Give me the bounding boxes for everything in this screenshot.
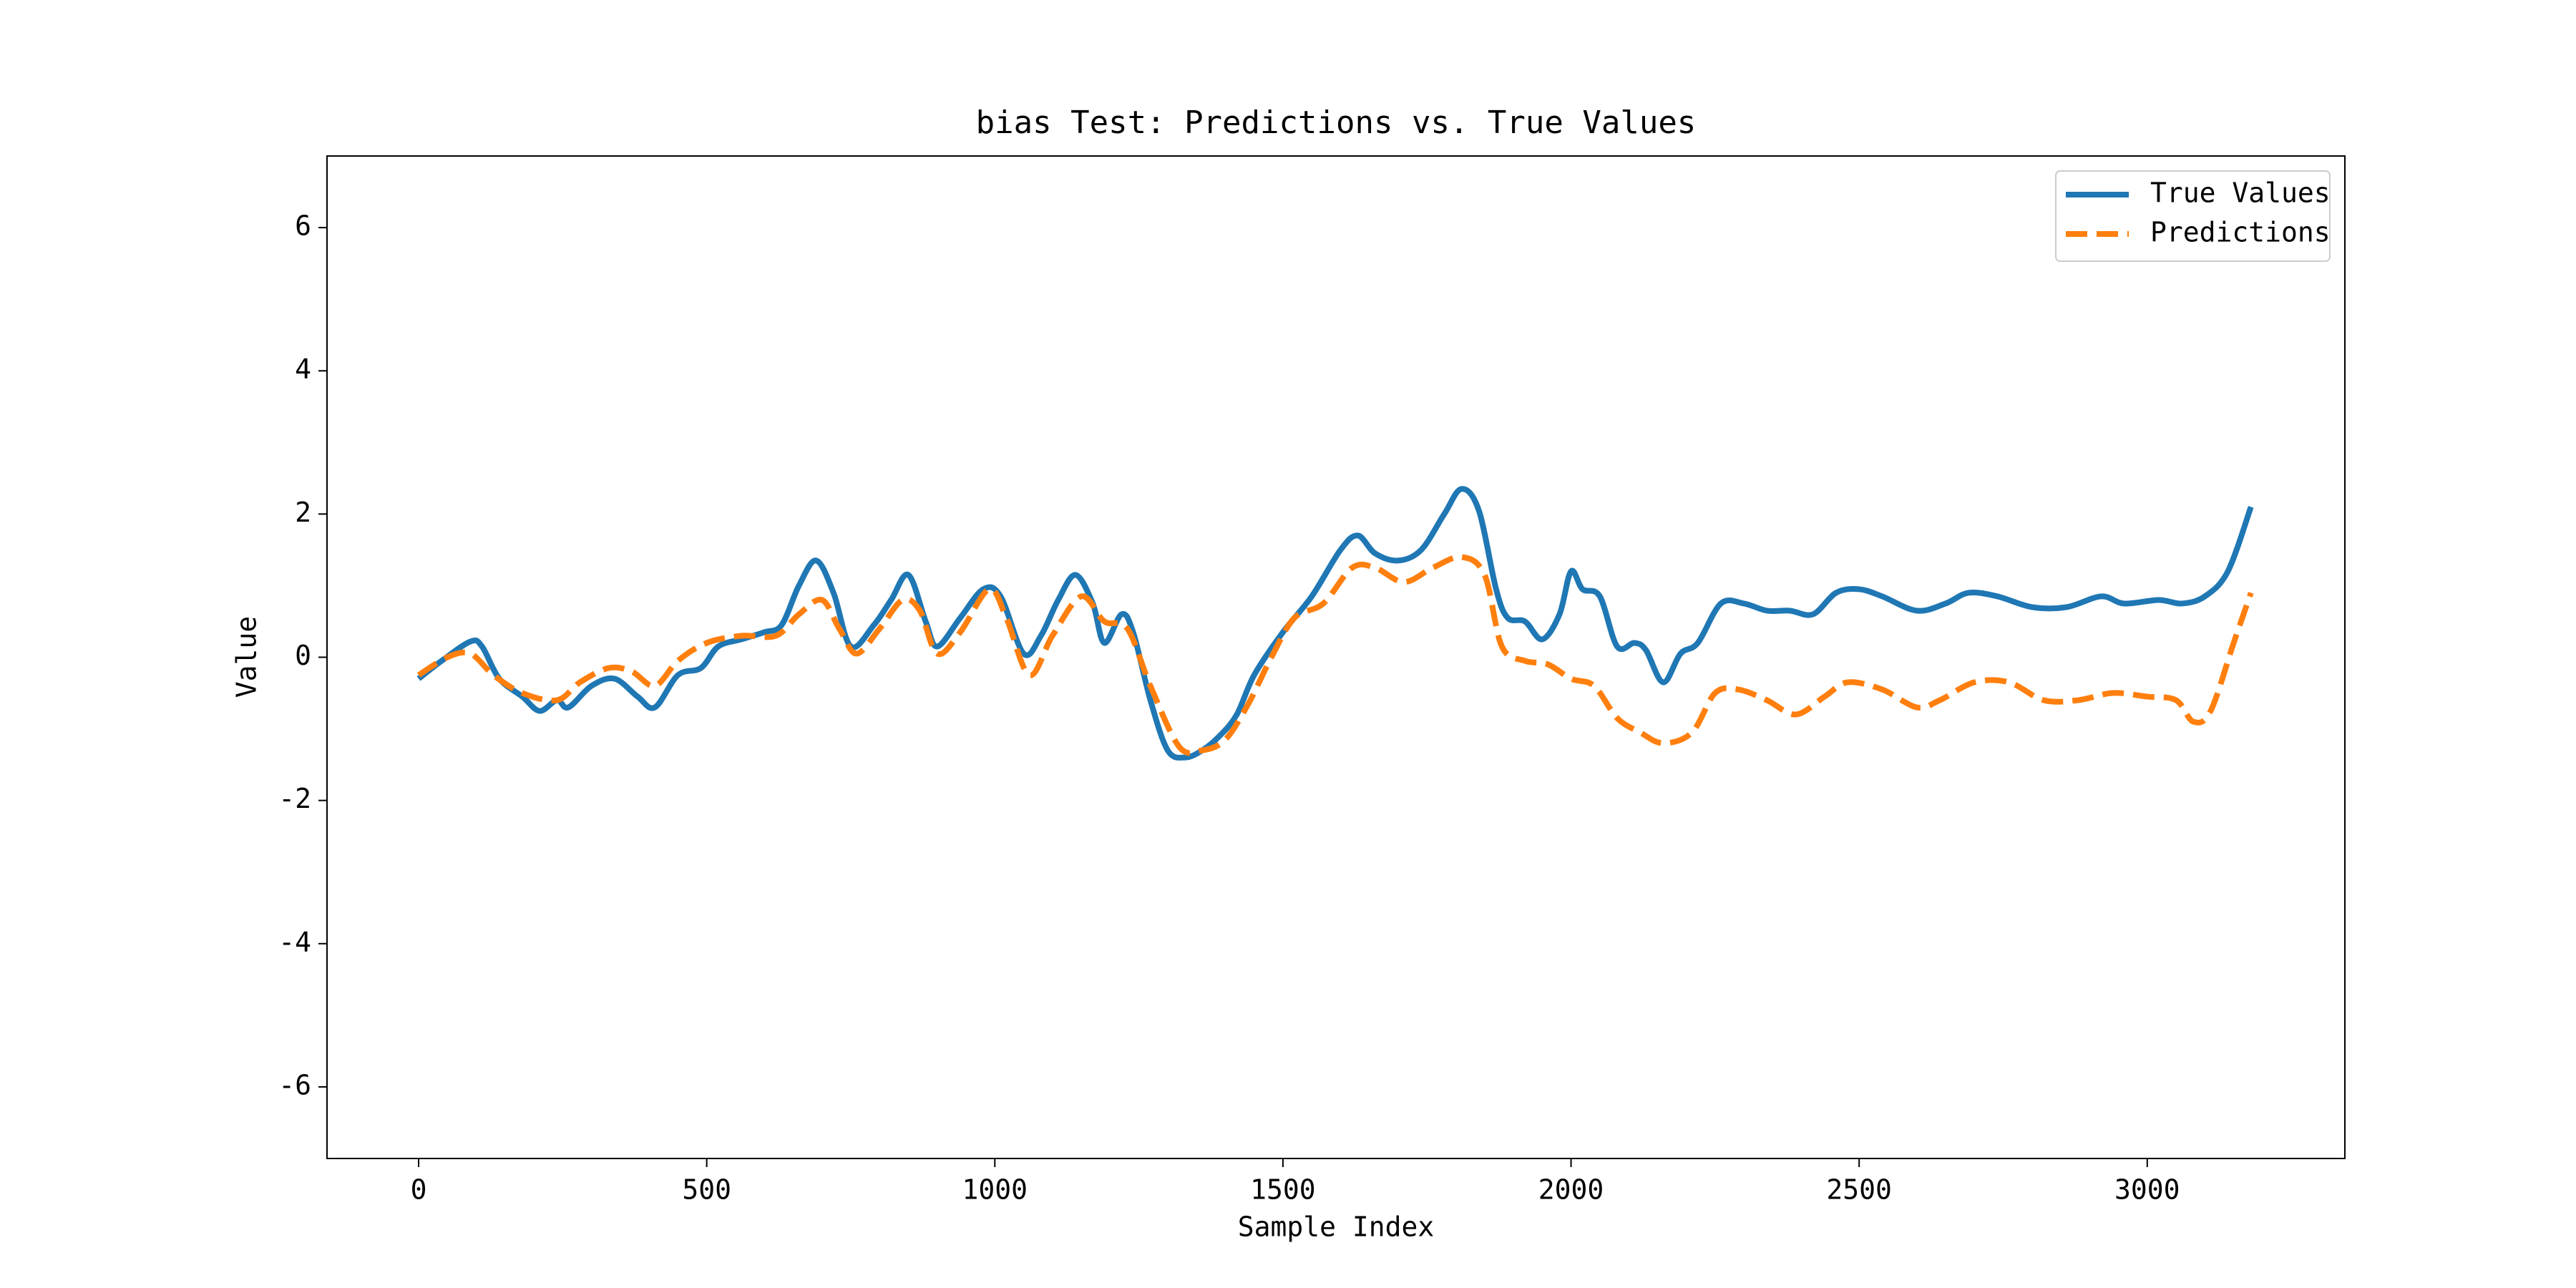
x-tick-label: 2000 <box>1538 1174 1604 1206</box>
x-tick-label: 500 <box>682 1174 731 1206</box>
y-tick-label: 4 <box>295 353 311 385</box>
series-line <box>416 486 2254 761</box>
x-tick-label: 1500 <box>1250 1174 1316 1206</box>
y-tick-label: -6 <box>278 1069 311 1101</box>
y-tick-label: 2 <box>295 497 311 528</box>
x-tick-label: 3000 <box>2114 1174 2180 1206</box>
y-tick-label: 6 <box>295 210 311 242</box>
x-tick-label: 1000 <box>962 1174 1028 1206</box>
series-line <box>416 554 2254 756</box>
y-tick-label: 0 <box>295 640 311 671</box>
y-axis-label: Value <box>231 616 263 698</box>
x-axis-label: Sample Index <box>1238 1211 1435 1243</box>
legend-label: Predictions <box>2150 217 2331 248</box>
chart-title: bias Test: Predictions vs. True Values <box>976 104 1697 141</box>
plot-area <box>416 486 2254 761</box>
plot-frame <box>326 155 2346 1159</box>
legend-label: True Values <box>2150 177 2331 209</box>
x-tick-label: 2500 <box>1826 1174 1892 1206</box>
y-tick-label: -4 <box>278 926 311 957</box>
y-tick-label: -2 <box>278 783 311 814</box>
x-tick-label: 0 <box>411 1174 427 1206</box>
